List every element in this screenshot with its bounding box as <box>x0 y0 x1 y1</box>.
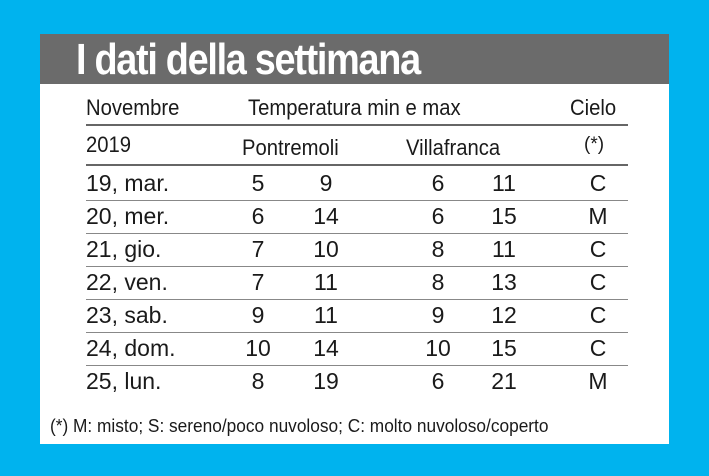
pontremoli-min-cell: 7 <box>251 269 265 295</box>
header-divider <box>86 124 628 126</box>
temperature-label: Temperatura min e max <box>248 95 461 120</box>
villafranca-min-cell: 6 <box>431 368 445 394</box>
header-bottom-divider <box>86 164 628 166</box>
villafranca-min-cell: 10 <box>425 335 451 361</box>
sky-cell: C <box>589 269 607 295</box>
page-title: I dati della settimana <box>76 35 421 84</box>
row-divider <box>86 266 628 267</box>
sky-cell: C <box>589 302 607 328</box>
sky-cell: C <box>589 335 607 361</box>
year-label: 2019 <box>86 132 132 157</box>
villafranca-max-cell: 13 <box>491 269 517 295</box>
pontremoli-min-cell: 9 <box>251 302 265 328</box>
day-cell: 20, mer. <box>86 203 170 229</box>
villafranca-max-cell: 15 <box>491 203 517 229</box>
pontremoli-max-cell: 14 <box>313 335 339 361</box>
villafranca-min-cell: 6 <box>431 203 445 229</box>
row-divider <box>86 299 628 300</box>
pontremoli-max-cell: 9 <box>319 170 333 196</box>
location-pontremoli: Pontremoli <box>242 135 339 160</box>
villafranca-min-cell: 6 <box>431 170 445 196</box>
sky-label: Cielo <box>570 95 617 120</box>
pontremoli-max-cell: 11 <box>314 269 338 295</box>
weather-table-card: I dati della settimana Novembre Temperat… <box>40 34 669 444</box>
row-divider <box>86 233 628 234</box>
day-cell: 22, ven. <box>86 269 168 295</box>
location-villafranca: Villafranca <box>406 135 501 160</box>
day-cell: 19, mar. <box>86 170 170 196</box>
villafranca-min-cell: 8 <box>431 269 445 295</box>
footnote: (*) M: misto; S: sereno/poco nuvoloso; C… <box>50 416 549 436</box>
pontremoli-min-cell: 7 <box>251 236 265 262</box>
pontremoli-max-cell: 19 <box>313 368 339 394</box>
sky-cell: C <box>589 236 607 262</box>
sky-cell: C <box>589 170 607 196</box>
day-cell: 21, gio. <box>86 236 162 262</box>
villafranca-max-cell: 11 <box>492 170 516 196</box>
villafranca-min-cell: 8 <box>431 236 445 262</box>
villafranca-max-cell: 15 <box>491 335 517 361</box>
row-divider <box>86 332 628 333</box>
day-cell: 24, dom. <box>86 335 176 361</box>
pontremoli-max-cell: 11 <box>314 302 338 328</box>
day-cell: 25, lun. <box>86 368 162 394</box>
day-cell: 23, sab. <box>86 302 168 328</box>
row-divider <box>86 365 628 366</box>
pontremoli-min-cell: 6 <box>251 203 265 229</box>
pontremoli-min-cell: 8 <box>251 368 265 394</box>
pontremoli-min-cell: 10 <box>245 335 271 361</box>
villafranca-max-cell: 21 <box>491 368 517 394</box>
title-bar: I dati della settimana <box>40 34 669 84</box>
period-label: Novembre <box>86 95 180 120</box>
sky-cell: M <box>588 203 608 229</box>
sky-note-marker: (*) <box>584 134 605 155</box>
villafranca-max-cell: 12 <box>491 302 517 328</box>
villafranca-min-cell: 9 <box>431 302 445 328</box>
pontremoli-max-cell: 10 <box>313 236 339 262</box>
row-divider <box>86 200 628 201</box>
pontremoli-min-cell: 5 <box>251 170 265 196</box>
villafranca-max-cell: 11 <box>492 236 516 262</box>
pontremoli-max-cell: 14 <box>313 203 339 229</box>
sky-cell: M <box>588 368 608 394</box>
